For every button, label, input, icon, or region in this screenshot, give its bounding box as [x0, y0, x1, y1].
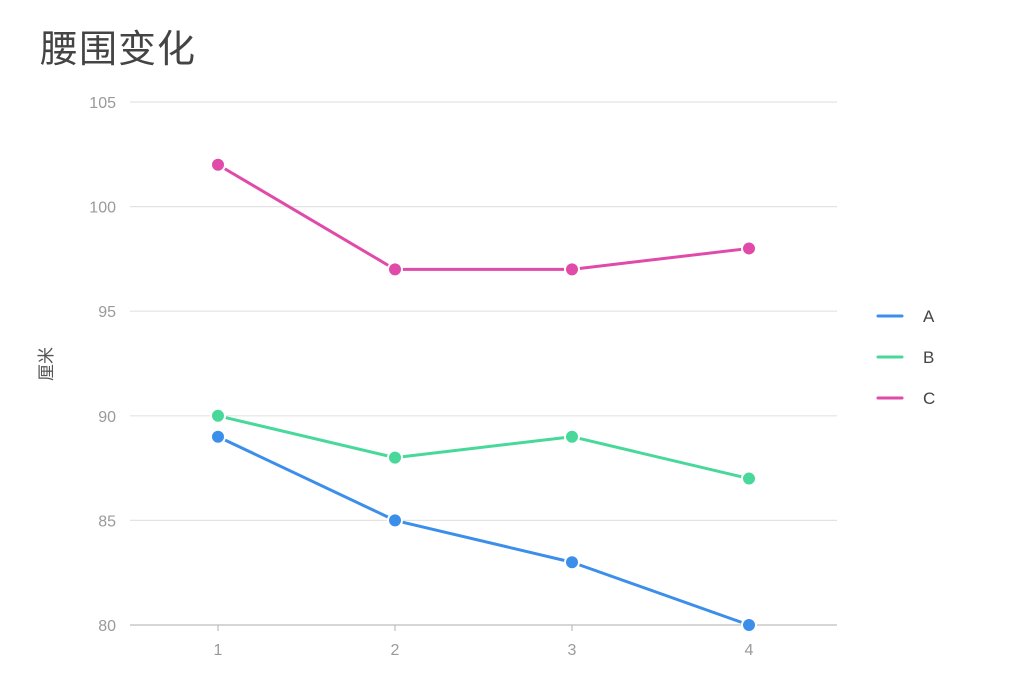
x-tick-label: 1	[214, 642, 223, 659]
data-point-c	[741, 240, 757, 257]
data-point-b	[387, 449, 403, 466]
y-tick-label: 95	[98, 304, 116, 321]
chart-title: 腰围变化	[40, 27, 197, 71]
legend-item-c[interactable]: C	[876, 389, 935, 408]
legend-label: C	[923, 389, 935, 408]
data-point-c	[564, 261, 580, 278]
y-tick-label: 100	[89, 200, 116, 217]
axes: 80 85 90 95 100 105 1 2 3 4	[89, 95, 753, 659]
y-tick-label: 85	[98, 513, 116, 530]
x-tick-label: 2	[391, 642, 400, 659]
y-tick-label: 105	[89, 95, 116, 112]
data-point-c	[210, 156, 226, 173]
data-point-b	[741, 470, 757, 487]
legend: A B C	[876, 307, 935, 408]
data-point-c	[387, 261, 403, 278]
y-tick-label: 90	[98, 409, 116, 426]
x-tick-label: 4	[745, 642, 754, 659]
y-axis-title: 厘米	[37, 347, 57, 381]
series-line-b	[216, 414, 751, 481]
legend-label: B	[923, 348, 934, 367]
grid-lines	[130, 101, 837, 626]
data-point-a	[210, 428, 226, 445]
series-line-c	[216, 163, 751, 271]
series-line-a	[216, 435, 751, 627]
legend-item-a[interactable]: A	[876, 307, 935, 326]
data-point-a	[387, 512, 403, 529]
series-lines	[216, 163, 751, 627]
data-point-a	[564, 554, 580, 571]
data-points	[210, 156, 757, 633]
y-tick-label: 80	[98, 618, 116, 635]
data-point-b	[210, 407, 226, 424]
legend-item-b[interactable]: B	[876, 348, 934, 367]
legend-label: A	[923, 307, 935, 326]
data-point-b	[564, 428, 580, 445]
data-point-a	[741, 617, 757, 633]
x-tick-label: 3	[568, 642, 577, 659]
